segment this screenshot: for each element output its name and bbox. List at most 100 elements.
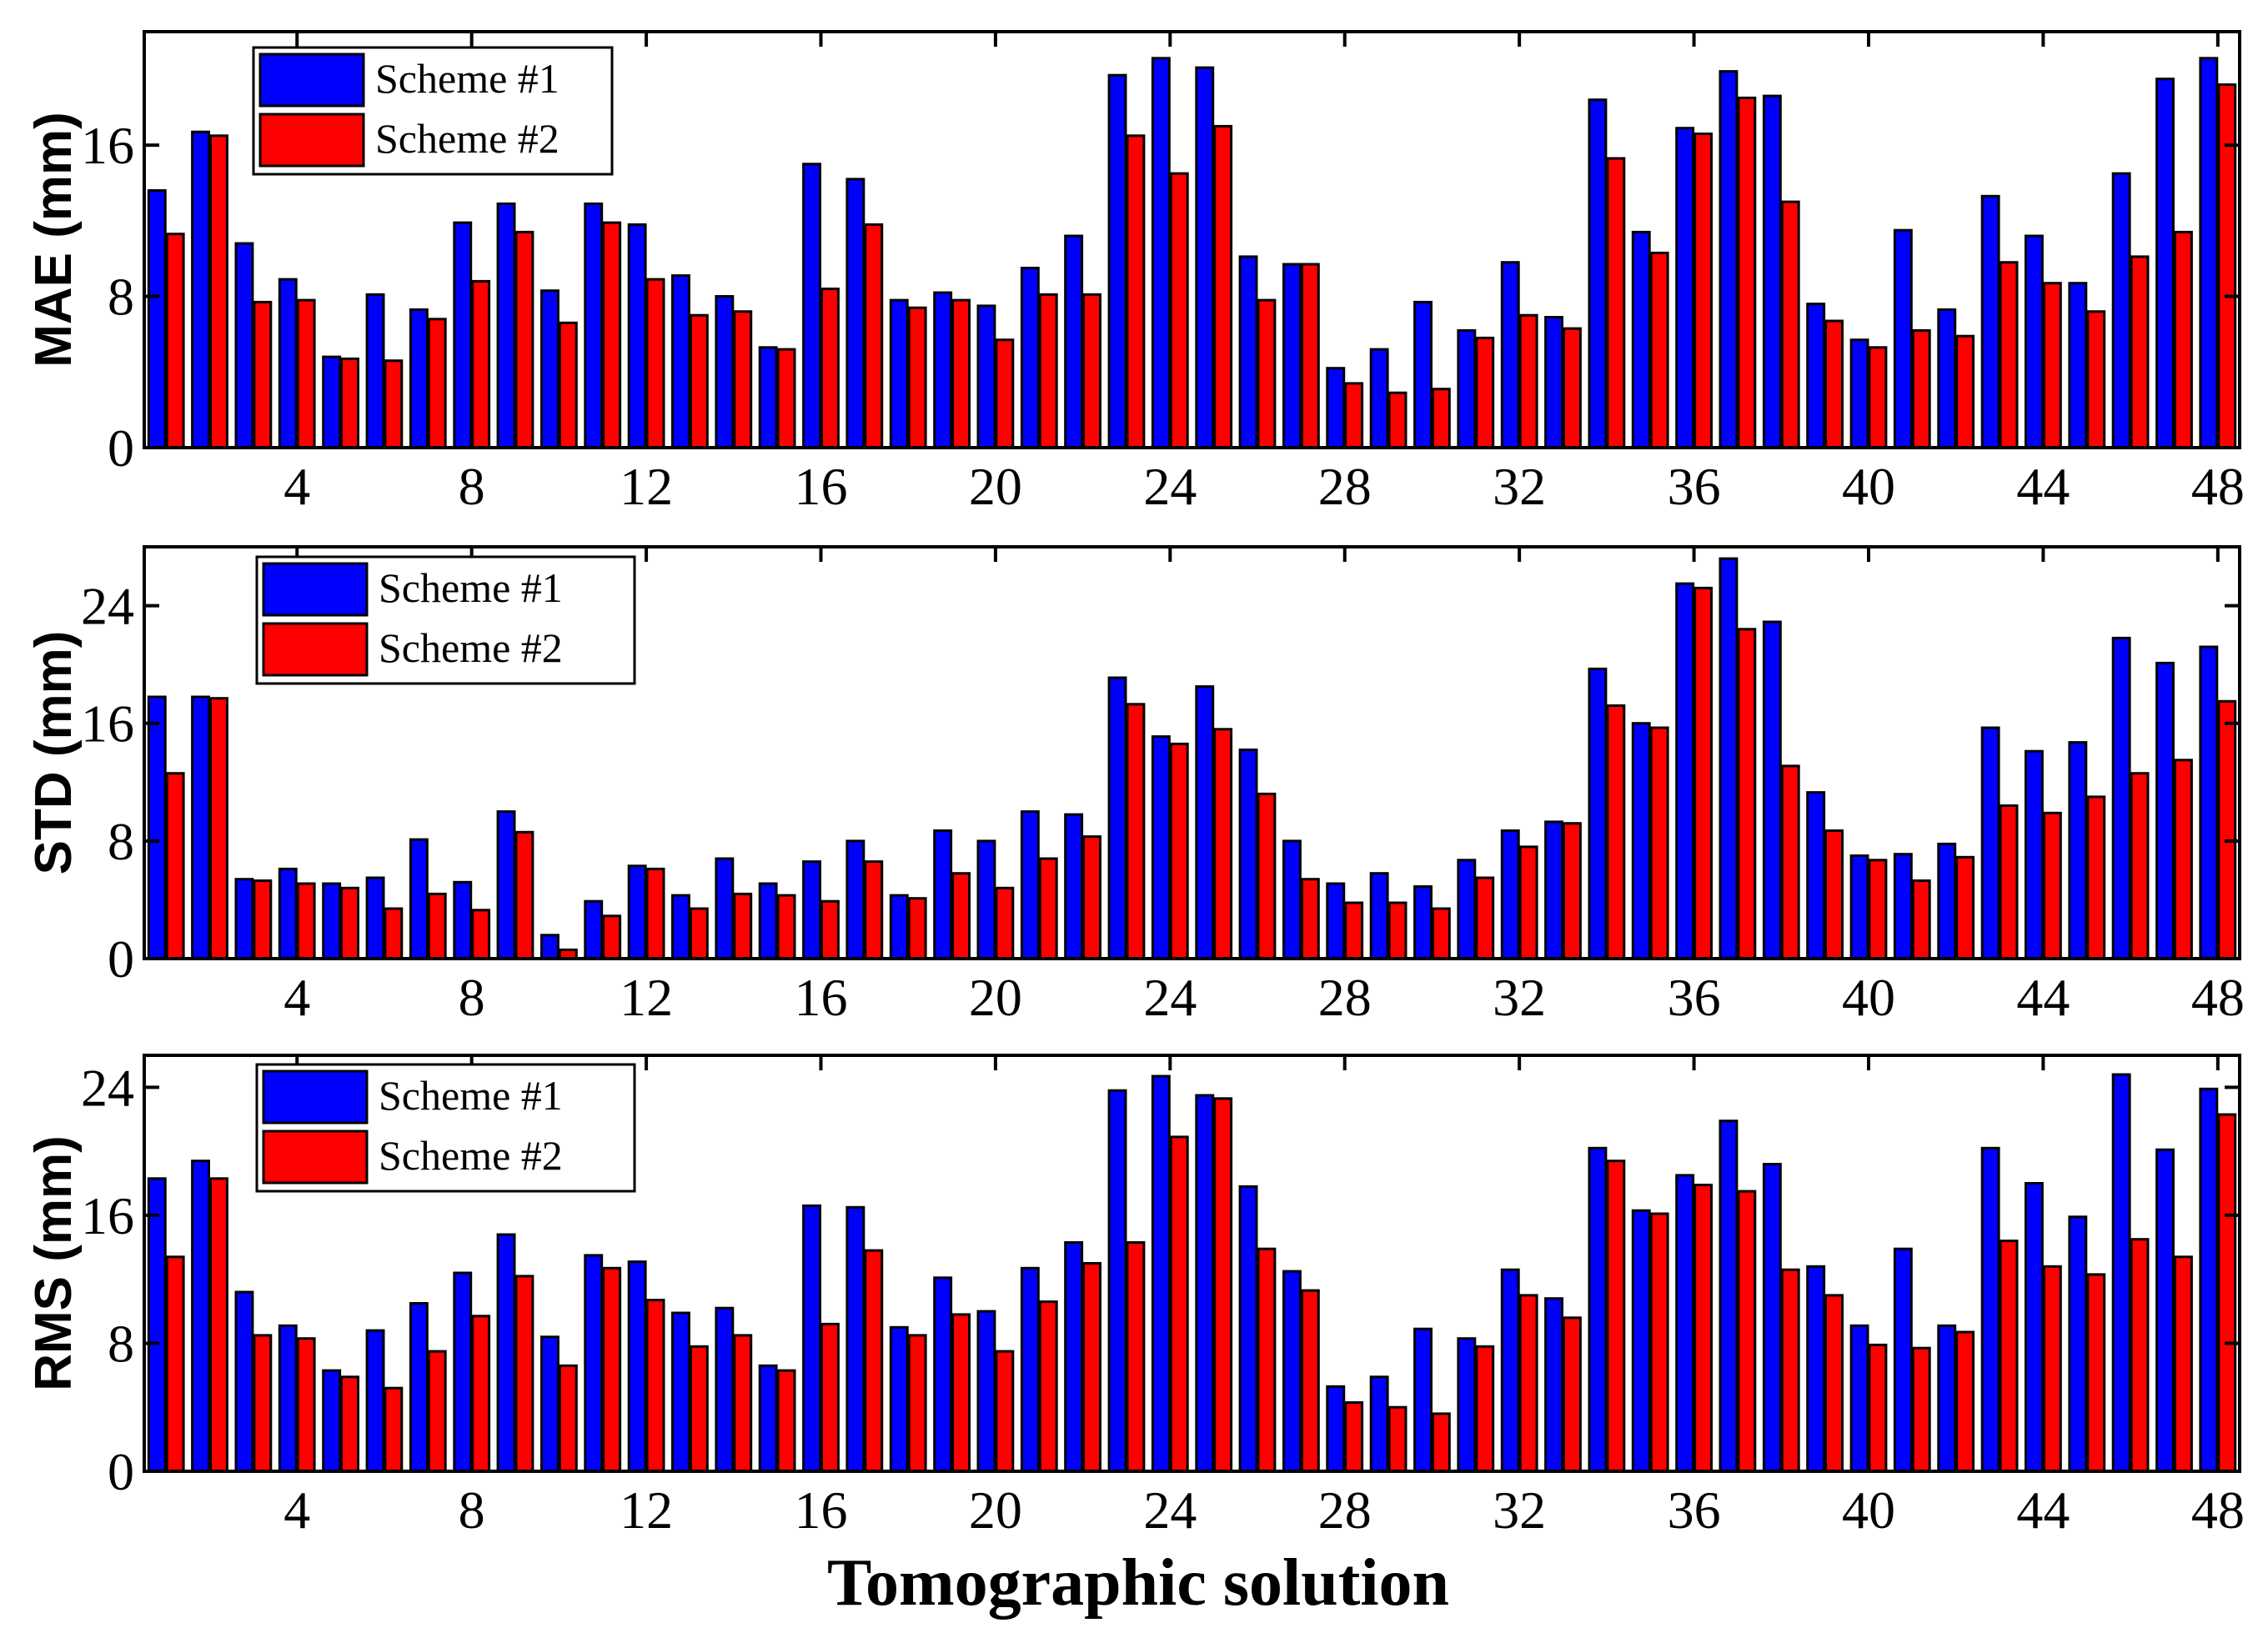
bar-series1-x36 <box>1675 127 1695 449</box>
bar-series2-x27 <box>1300 878 1320 960</box>
bar-series2-x26 <box>1257 298 1277 449</box>
bar-series2-x23 <box>1126 1241 1146 1473</box>
x-tick-label: 24 <box>1143 968 1197 1027</box>
bar-series1-x4 <box>278 867 298 960</box>
bar-series2-x5 <box>340 357 360 449</box>
bar-series1-x35 <box>1631 722 1651 960</box>
bar-series2-x4 <box>296 1337 316 1473</box>
bar-series2-x39 <box>1824 319 1844 449</box>
bar-series2-x44 <box>2042 282 2062 449</box>
bar-series1-x43 <box>1980 726 2000 960</box>
bar-series1-x15 <box>758 882 778 960</box>
bar-series2-x30 <box>1431 907 1451 960</box>
bar-series2-x16 <box>820 288 840 449</box>
bar-series2-x41 <box>1911 879 1931 960</box>
bar-series1-x35 <box>1631 1209 1651 1473</box>
x-tick-label: 40 <box>1842 457 1895 516</box>
bar-series2-x37 <box>1737 96 1757 449</box>
bar-series1-x18 <box>889 298 909 449</box>
plot-frame <box>143 545 2241 960</box>
x-tick-label: 40 <box>1842 1480 1895 1540</box>
bar-series1-x31 <box>1457 1337 1477 1473</box>
bar-series2-x47 <box>2174 230 2193 449</box>
bar-series2-x43 <box>1999 1240 2019 1473</box>
bar-series1-x47 <box>2155 1148 2175 1473</box>
bar-series1-x28 <box>1326 1385 1346 1473</box>
bar-series1-x44 <box>2025 1182 2044 1473</box>
bar-series1-x2 <box>191 695 211 960</box>
bar-series2-x5 <box>340 886 360 960</box>
legend-swatch-1 <box>258 53 365 108</box>
bar-series2-x1 <box>165 772 185 960</box>
bar-series1-x46 <box>2111 172 2131 449</box>
bar-series2-x14 <box>733 310 753 449</box>
x-tick-label: 44 <box>2016 968 2070 1027</box>
bar-series1-x47 <box>2155 661 2175 960</box>
plot-frame <box>143 1054 2241 1473</box>
x-tick-label: 44 <box>2016 457 2070 516</box>
bar-series2-x35 <box>1649 251 1669 449</box>
bar-series1-x26 <box>1238 1185 1258 1473</box>
bar-series2-x22 <box>1082 835 1101 960</box>
bar-series1-x32 <box>1500 829 1520 960</box>
y-axis-title: RMS (mm) <box>25 1135 83 1391</box>
bar-series2-x19 <box>951 1313 971 1473</box>
bar-series2-x33 <box>1563 1316 1582 1473</box>
bar-series1-x29 <box>1369 872 1389 960</box>
bar-series2-x29 <box>1387 391 1407 449</box>
bar-series1-x20 <box>976 304 996 449</box>
bar-series2-x8 <box>471 909 491 960</box>
bar-series2-x47 <box>2174 759 2193 960</box>
bar-series2-x9 <box>514 830 534 960</box>
bar-series2-x31 <box>1475 1345 1495 1473</box>
bar-series1-x23 <box>1107 1089 1127 1473</box>
bar-series1-x20 <box>976 1310 996 1473</box>
bar-series2-x9 <box>514 1275 534 1473</box>
x-tick-label: 36 <box>1668 968 1721 1027</box>
bar-series1-x39 <box>1806 1265 1826 1473</box>
x-tick-label: 4 <box>284 457 310 516</box>
bar-series2-x16 <box>820 1322 840 1473</box>
bar-series1-x45 <box>2068 741 2088 960</box>
bar-series1-x33 <box>1544 316 1563 449</box>
x-tick-label: 40 <box>1842 968 1895 1027</box>
bar-series2-x34 <box>1606 157 1626 449</box>
x-tick-label: 20 <box>969 1480 1022 1540</box>
bar-series1-x34 <box>1588 667 1608 960</box>
x-tick-label: 16 <box>794 457 847 516</box>
bar-series2-x13 <box>689 1345 709 1473</box>
bar-series2-x12 <box>645 1299 665 1473</box>
bar-series2-x40 <box>1868 859 1888 960</box>
bar-series2-x45 <box>2086 795 2106 960</box>
bar-series2-x27 <box>1300 263 1320 449</box>
legend-swatch-1 <box>262 1069 369 1125</box>
bar-series2-x15 <box>776 348 796 449</box>
bar-series1-x5 <box>322 355 342 449</box>
bar-series2-x20 <box>995 886 1015 960</box>
bar-series2-x8 <box>471 279 491 449</box>
bar-series2-x44 <box>2042 811 2062 960</box>
bar-series1-x1 <box>147 189 167 449</box>
bar-series2-x46 <box>2130 772 2150 960</box>
bar-series1-x46 <box>2111 636 2131 960</box>
bar-series1-x7 <box>409 838 429 960</box>
bar-series1-x1 <box>147 1177 167 1473</box>
bar-series1-x38 <box>1762 620 1782 960</box>
bar-series1-x26 <box>1238 255 1258 449</box>
bar-series2-x41 <box>1911 1346 1931 1473</box>
bar-series1-x16 <box>802 1204 821 1473</box>
bar-series2-x21 <box>1038 1300 1058 1473</box>
legend: Scheme #1 Scheme #2 <box>255 1063 636 1193</box>
bar-series1-x22 <box>1064 234 1084 449</box>
bar-series2-x45 <box>2086 1273 2106 1473</box>
bar-series1-x9 <box>496 810 516 960</box>
bar-series2-x44 <box>2042 1265 2062 1473</box>
bar-series1-x6 <box>365 876 385 960</box>
bar-series1-x21 <box>1020 810 1040 960</box>
y-tick-label: 16 <box>81 1186 134 1245</box>
bar-series2-x6 <box>384 907 404 960</box>
bar-series1-x41 <box>1893 853 1913 960</box>
bar-series1-x6 <box>365 293 385 449</box>
legend-label-1: Scheme #1 <box>375 55 559 102</box>
